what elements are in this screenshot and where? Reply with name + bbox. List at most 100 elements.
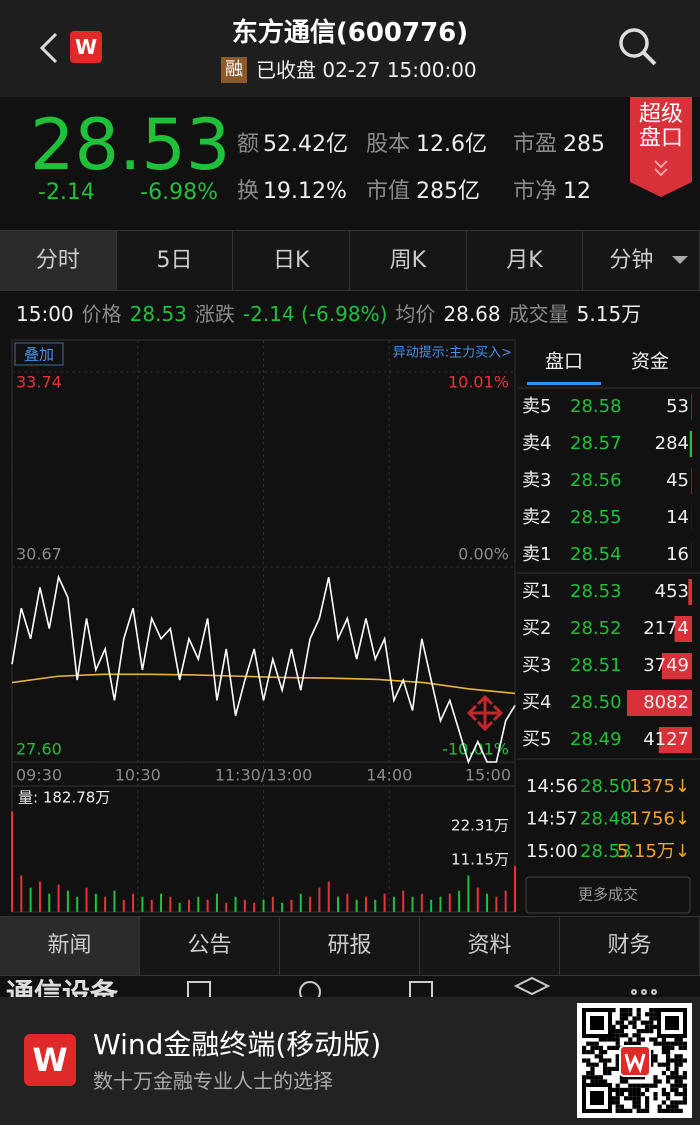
qr-cell xyxy=(670,1083,675,1088)
qr-cell xyxy=(645,1104,650,1109)
tab[interactable]: 5日 xyxy=(117,231,234,290)
tab[interactable]: 分钟 xyxy=(583,231,700,290)
qr-cell xyxy=(636,1100,641,1105)
qr-cell xyxy=(682,1041,687,1046)
book-price: 28.58 xyxy=(570,396,622,417)
super-button[interactable]: 超级盘口 xyxy=(638,102,683,151)
more-button[interactable] xyxy=(525,876,691,914)
book-volume: 3749 xyxy=(643,655,689,676)
tab[interactable]: 日K xyxy=(233,231,350,290)
tab[interactable]: 分时 xyxy=(0,231,117,290)
qr-cell xyxy=(624,1033,629,1038)
qr-cell xyxy=(678,1100,683,1105)
tab[interactable]: 周K xyxy=(350,231,467,290)
qr-cell xyxy=(670,1045,675,1050)
qr-cell xyxy=(632,1100,637,1105)
qr-cell xyxy=(645,1083,650,1088)
qr-cell xyxy=(586,1075,591,1080)
volume-bar xyxy=(187,899,190,912)
qr-cell xyxy=(632,1104,637,1109)
bottom-tab[interactable]: 研报 xyxy=(280,917,420,975)
qr-cell xyxy=(603,1037,608,1042)
qr-cell xyxy=(649,1083,654,1088)
qr-cell xyxy=(594,1045,599,1050)
qr-cell xyxy=(611,1100,616,1105)
qr-cell xyxy=(590,1050,595,1055)
qr-cell xyxy=(615,1020,620,1025)
tab[interactable]: 月K xyxy=(467,231,584,290)
title: 东方通信(600776) xyxy=(231,18,469,48)
volume-bar xyxy=(290,899,293,912)
book-volume: 2174 xyxy=(643,618,689,639)
x-tick-label: 14:00 xyxy=(366,766,412,785)
book-label: 买2 xyxy=(522,618,551,639)
book-price: 28.49 xyxy=(570,729,622,750)
qr-cell xyxy=(590,1066,595,1071)
qr-cell xyxy=(619,1020,624,1025)
volume-bar xyxy=(392,896,395,912)
stat-value: 19.12% xyxy=(263,179,347,204)
qr-cell xyxy=(636,1087,641,1092)
qr-cell xyxy=(636,1033,641,1038)
qr-cell xyxy=(628,1012,633,1017)
qr-cell xyxy=(611,1024,616,1029)
volume-bar xyxy=(402,890,405,912)
qr-cell xyxy=(632,1096,637,1101)
qr-cell xyxy=(636,1041,641,1046)
qr-cell xyxy=(653,1058,658,1063)
qr-cell xyxy=(649,1037,654,1042)
info-value: 5.15万 xyxy=(576,302,642,326)
qr-cell xyxy=(661,1092,666,1097)
qr-cell xyxy=(649,1062,654,1067)
qr-cell xyxy=(615,1062,620,1067)
volume-bar xyxy=(206,899,209,912)
y2-tick-label: -10.01% xyxy=(442,740,509,759)
qr-cell xyxy=(628,1092,633,1097)
qr-cell xyxy=(682,1071,687,1076)
qr-cell xyxy=(653,1075,658,1080)
volume-bar xyxy=(160,893,163,912)
qr-cell xyxy=(632,1024,637,1029)
qr-cell xyxy=(636,1029,641,1034)
trade-time: 14:57 xyxy=(526,809,578,830)
qr-cell xyxy=(682,1087,687,1092)
qr-cell xyxy=(670,1071,675,1076)
volume-bar xyxy=(430,899,433,912)
depth-bar xyxy=(689,431,692,457)
qr-cell xyxy=(632,1016,637,1021)
volume-tick-label: 11.15万 xyxy=(451,850,509,868)
book-volume: 453 xyxy=(655,581,689,602)
back-button[interactable] xyxy=(36,30,66,66)
volume-bar xyxy=(178,902,181,912)
volume-label: 量: 182.78万 xyxy=(18,789,110,807)
qr-cell xyxy=(666,1045,671,1050)
book-volume: 53 xyxy=(666,396,689,417)
qr-cell xyxy=(678,1041,683,1046)
qr-cell xyxy=(674,1079,679,1084)
qr-cell xyxy=(682,1075,687,1080)
depth-bar xyxy=(658,727,692,753)
search-button[interactable] xyxy=(615,24,661,70)
badge: 融 xyxy=(221,57,247,83)
bottom-tab[interactable]: 新闻 xyxy=(0,917,140,975)
volume-bar xyxy=(318,887,321,912)
change: -2.14 xyxy=(38,180,95,205)
volume-bar xyxy=(448,893,451,912)
qr-cell xyxy=(678,1058,683,1063)
super-button-bg[interactable] xyxy=(630,97,692,197)
average-line xyxy=(11,673,516,695)
y-tick-label: 33.74 xyxy=(16,373,62,392)
qr-cell xyxy=(607,1045,612,1050)
bottom-tab[interactable]: 资料 xyxy=(420,917,560,975)
info-value: 28.53 xyxy=(129,302,187,326)
volume-bar xyxy=(243,899,246,912)
qr-cell xyxy=(674,1104,679,1109)
qr-cell xyxy=(640,1020,645,1025)
qr-cell xyxy=(649,1008,654,1013)
book-price: 28.51 xyxy=(570,655,622,676)
qr-cell xyxy=(653,1079,658,1084)
bottom-tab[interactable]: 公告 xyxy=(140,917,280,975)
qr-cell xyxy=(611,1087,616,1092)
book-label: 卖3 xyxy=(522,470,551,491)
bottom-tab[interactable]: 财务 xyxy=(560,917,700,975)
